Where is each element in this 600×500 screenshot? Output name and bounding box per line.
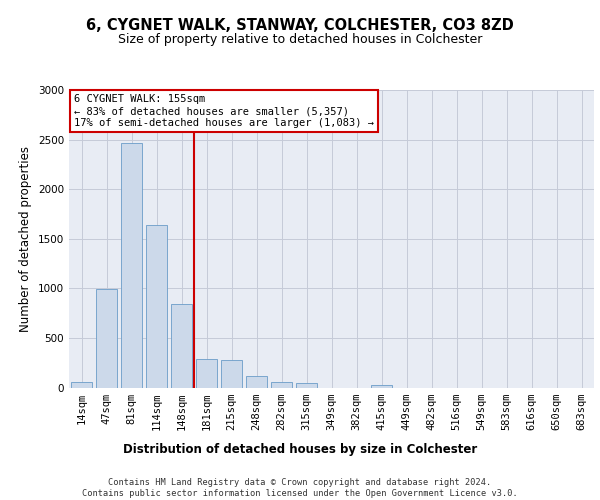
Bar	[71, 382, 92, 388]
Text: 6 CYGNET WALK: 155sqm
← 83% of detached houses are smaller (5,357)
17% of semi-d: 6 CYGNET WALK: 155sqm ← 83% of detached …	[74, 94, 374, 128]
Bar	[296, 382, 317, 388]
Text: Distribution of detached houses by size in Colchester: Distribution of detached houses by size …	[123, 442, 477, 456]
Bar	[171, 304, 192, 388]
Text: Size of property relative to detached houses in Colchester: Size of property relative to detached ho…	[118, 32, 482, 46]
Text: 6, CYGNET WALK, STANWAY, COLCHESTER, CO3 8ZD: 6, CYGNET WALK, STANWAY, COLCHESTER, CO3…	[86, 18, 514, 32]
Bar	[221, 360, 242, 388]
Text: Contains HM Land Registry data © Crown copyright and database right 2024.
Contai: Contains HM Land Registry data © Crown c…	[82, 478, 518, 498]
Bar	[271, 382, 292, 388]
Bar	[371, 384, 392, 388]
Bar	[246, 376, 267, 388]
Bar	[96, 290, 117, 388]
Bar	[196, 358, 217, 388]
Bar	[146, 225, 167, 388]
Bar	[121, 142, 142, 388]
Y-axis label: Number of detached properties: Number of detached properties	[19, 146, 32, 332]
